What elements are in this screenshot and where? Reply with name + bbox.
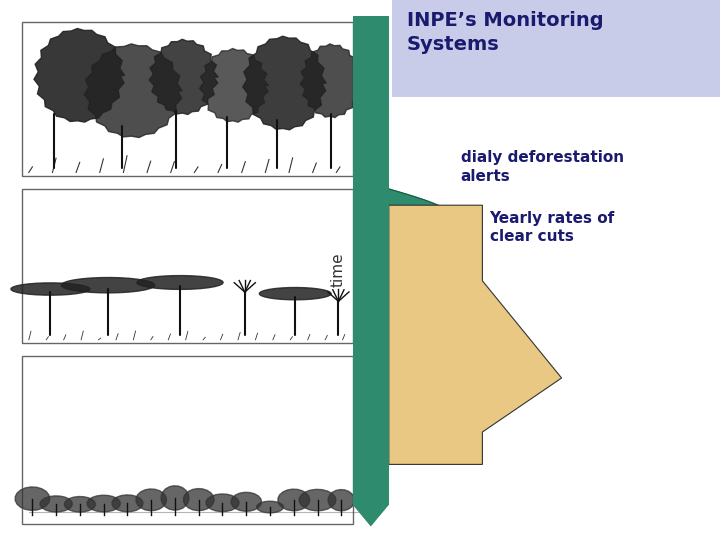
- Text: Yearly rates of
clear cuts: Yearly rates of clear cuts: [490, 211, 615, 244]
- Polygon shape: [278, 489, 310, 511]
- Polygon shape: [84, 44, 182, 138]
- Polygon shape: [137, 275, 223, 289]
- Polygon shape: [184, 489, 214, 511]
- Polygon shape: [300, 489, 336, 511]
- Polygon shape: [161, 486, 189, 510]
- Polygon shape: [34, 29, 125, 122]
- Polygon shape: [11, 283, 90, 295]
- FancyBboxPatch shape: [22, 189, 353, 343]
- Polygon shape: [87, 495, 120, 512]
- Polygon shape: [300, 44, 362, 118]
- Polygon shape: [389, 189, 454, 248]
- FancyBboxPatch shape: [22, 356, 353, 524]
- Polygon shape: [65, 496, 96, 512]
- Polygon shape: [231, 492, 261, 511]
- Polygon shape: [136, 489, 166, 511]
- Polygon shape: [243, 36, 326, 130]
- Polygon shape: [199, 49, 269, 122]
- Polygon shape: [328, 490, 354, 511]
- Polygon shape: [112, 495, 143, 512]
- FancyBboxPatch shape: [392, 0, 720, 97]
- Text: time: time: [331, 253, 346, 287]
- FancyBboxPatch shape: [353, 16, 389, 505]
- Text: dialy deforestation
alerts: dialy deforestation alerts: [461, 150, 624, 184]
- Polygon shape: [257, 501, 284, 513]
- Polygon shape: [149, 39, 218, 114]
- Polygon shape: [40, 496, 73, 512]
- Polygon shape: [15, 487, 50, 510]
- Polygon shape: [206, 494, 239, 511]
- Polygon shape: [61, 278, 155, 293]
- FancyBboxPatch shape: [22, 22, 353, 176]
- Text: INPE’s Monitoring
Systems: INPE’s Monitoring Systems: [407, 11, 603, 54]
- Polygon shape: [259, 287, 331, 300]
- Polygon shape: [353, 505, 389, 526]
- Polygon shape: [389, 205, 562, 464]
